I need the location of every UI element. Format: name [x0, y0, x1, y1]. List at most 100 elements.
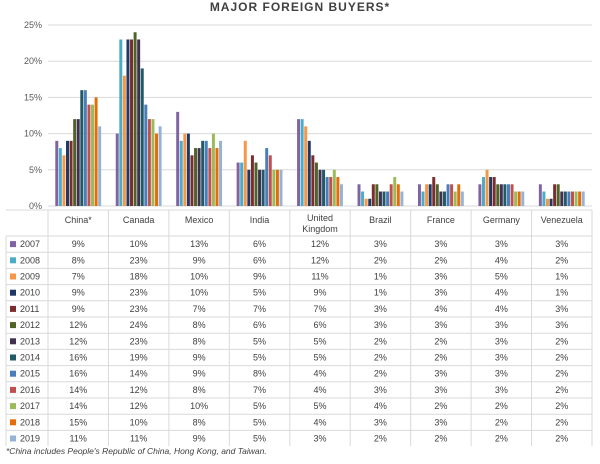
y-tick-label: 25%	[24, 20, 42, 30]
bar	[496, 184, 500, 206]
data-label: 7%	[313, 304, 326, 314]
bar	[297, 119, 301, 206]
bar	[151, 119, 155, 206]
data-label: 6%	[253, 239, 266, 249]
data-label: 3%	[374, 304, 387, 314]
legend-swatch	[10, 419, 16, 426]
data-label: 3%	[434, 239, 447, 249]
legend-swatch	[10, 305, 16, 312]
bar	[546, 198, 549, 206]
bar	[563, 191, 567, 206]
data-label: 13%	[190, 239, 208, 249]
bar	[307, 140, 311, 206]
bar	[478, 184, 482, 206]
data-label: 8%	[193, 417, 206, 427]
bar	[396, 184, 400, 206]
bar	[126, 39, 130, 207]
data-label: 12%	[130, 385, 148, 395]
bar	[76, 119, 80, 206]
data-label: 14%	[69, 385, 87, 395]
data-label: 2%	[434, 353, 447, 363]
bar	[332, 169, 336, 206]
legend-label: 2012	[20, 320, 40, 330]
data-label: 2%	[434, 401, 447, 411]
bar	[517, 191, 521, 206]
bar	[322, 169, 326, 206]
data-label: 10%	[130, 417, 148, 427]
bar	[432, 177, 436, 206]
category-label: Brazil	[369, 215, 392, 225]
data-label: 4%	[313, 369, 326, 379]
category-label: Venezuela	[541, 215, 583, 225]
legend-label: 2013	[20, 336, 40, 346]
bar	[147, 119, 151, 206]
bar	[499, 184, 503, 206]
legend-label: 2017	[20, 401, 40, 411]
data-label: 6%	[253, 320, 266, 330]
data-label: 4%	[495, 255, 508, 265]
category-label: Kingdom	[302, 224, 338, 234]
data-label: 3%	[374, 385, 387, 395]
bar	[247, 169, 251, 206]
bar	[254, 162, 258, 206]
bar	[83, 90, 87, 206]
bar	[364, 198, 368, 206]
bar	[553, 184, 557, 206]
data-label: 9%	[72, 239, 85, 249]
bar	[567, 191, 571, 206]
bar	[194, 148, 198, 206]
bar	[215, 148, 219, 206]
bar	[155, 133, 159, 206]
bar	[481, 177, 485, 206]
data-label: 3%	[555, 239, 568, 249]
bar	[265, 148, 269, 206]
data-label: 15%	[69, 417, 87, 427]
data-label: 12%	[69, 336, 87, 346]
bar	[62, 155, 66, 206]
data-label: 19%	[130, 353, 148, 363]
bar	[119, 39, 123, 207]
bar	[329, 177, 333, 206]
data-label: 16%	[69, 353, 87, 363]
y-tick-label: 10%	[24, 129, 42, 139]
bar	[98, 126, 102, 206]
data-label: 8%	[193, 336, 206, 346]
data-label: 14%	[130, 369, 148, 379]
legend-label: 2011	[20, 304, 39, 314]
bar	[236, 162, 240, 206]
legend-swatch	[10, 241, 16, 248]
bar	[368, 198, 372, 206]
data-label: 16%	[69, 369, 87, 379]
bar	[578, 191, 582, 206]
bar	[258, 169, 262, 206]
data-label: 4%	[313, 417, 326, 427]
bar	[386, 191, 390, 206]
data-label: 2%	[374, 336, 387, 346]
y-tick-label: 20%	[24, 56, 42, 66]
bar	[219, 140, 223, 206]
data-label: 12%	[130, 401, 148, 411]
bar	[485, 169, 489, 206]
data-label: 9%	[72, 288, 85, 298]
bar	[428, 184, 432, 206]
data-label: 18%	[130, 272, 148, 282]
data-label: 9%	[313, 288, 326, 298]
data-label: 8%	[253, 369, 266, 379]
bar	[560, 191, 564, 206]
bar	[393, 177, 397, 206]
bar	[318, 169, 322, 206]
category-label: China*	[65, 215, 93, 225]
data-label: 6%	[253, 255, 266, 265]
data-label: 8%	[193, 320, 206, 330]
data-label: 5%	[253, 401, 266, 411]
data-label: 7%	[72, 272, 85, 282]
data-label: 1%	[374, 288, 387, 298]
bar	[439, 191, 443, 206]
y-tick-label: 5%	[29, 165, 42, 175]
bar	[80, 90, 84, 206]
bar	[183, 133, 187, 206]
bar	[325, 177, 329, 206]
y-tick-label: 15%	[24, 92, 42, 102]
data-label: 3%	[434, 369, 447, 379]
legend-label: 2014	[20, 353, 40, 363]
